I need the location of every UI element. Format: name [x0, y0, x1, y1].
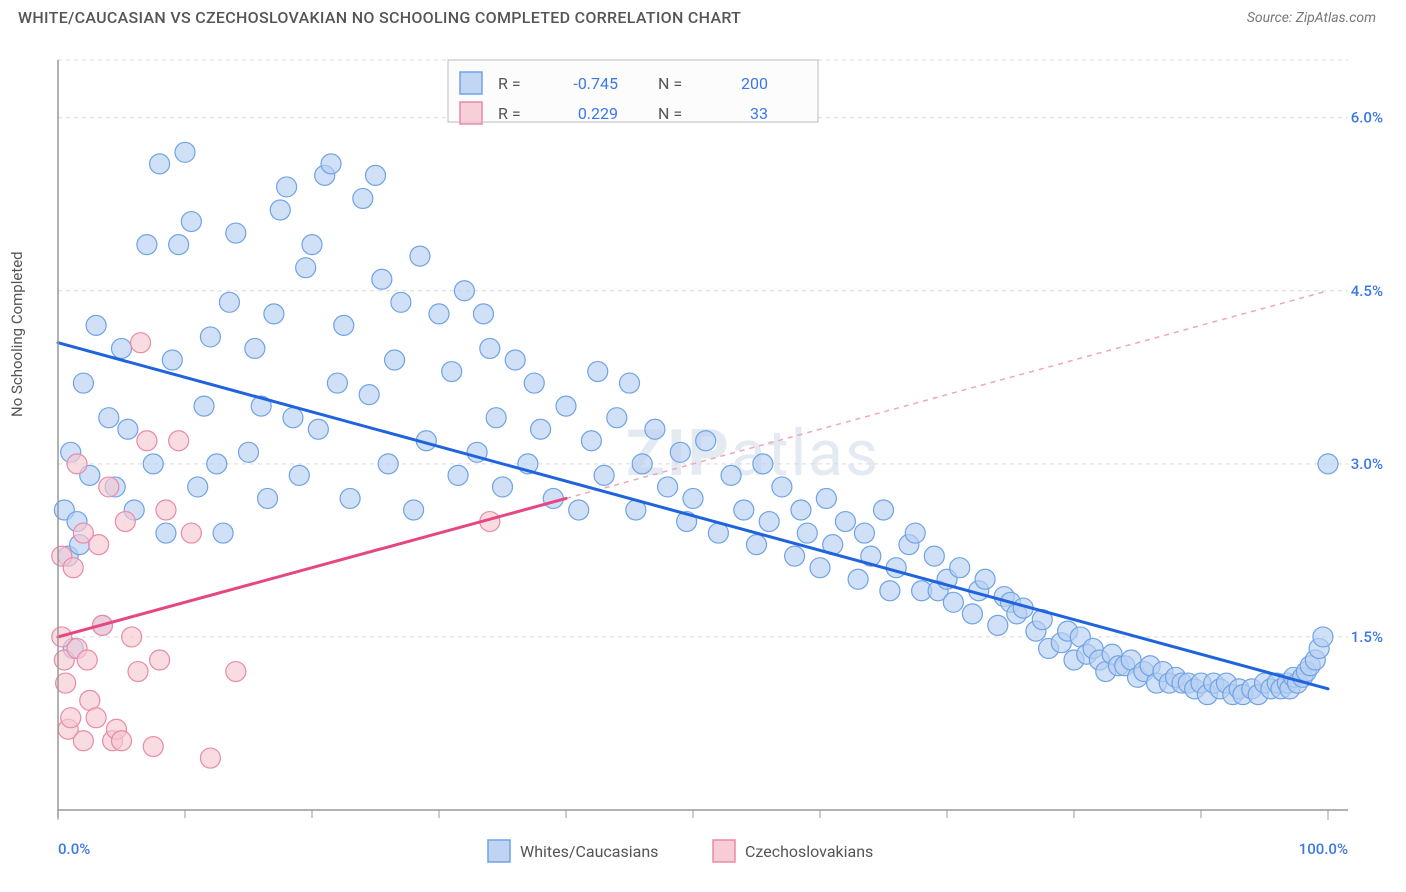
legend-swatch — [713, 840, 735, 862]
x-tick-label: 0.0% — [58, 840, 90, 858]
chart-title: WHITE/CAUCASIAN VS CZECHOSLOVAKIAN NO SC… — [18, 8, 741, 27]
stats-text: 0.229 — [578, 104, 618, 123]
legend-label: Czechoslovakians — [745, 842, 873, 861]
y-axis-label: No Schooling Completed — [8, 251, 26, 417]
x-tick-label: 100.0% — [1299, 840, 1348, 858]
y-tick-label: 3.0% — [1351, 455, 1383, 473]
legend-swatch — [460, 102, 482, 124]
stats-text: -0.745 — [573, 74, 618, 93]
legend-label: Whites/Caucasians — [520, 842, 658, 861]
source-label: Source: ZipAtlas.com — [1247, 10, 1376, 26]
y-tick-label: 6.0% — [1351, 109, 1383, 127]
y-tick-label: 4.5% — [1351, 282, 1383, 300]
legend-swatch — [460, 72, 482, 94]
y-tick-label: 1.5% — [1351, 628, 1383, 646]
correlation-scatter-chart: 1.5%3.0%4.5%6.0%ZIPatlas0.0%100.0%R =-0.… — [18, 40, 1388, 874]
stats-text: N = — [658, 74, 682, 93]
scatter-series — [52, 333, 500, 768]
legend-swatch — [488, 840, 510, 862]
stats-text: 33 — [750, 104, 768, 123]
stats-text: N = — [658, 104, 682, 123]
chart-container: No Schooling Completed 1.5%3.0%4.5%6.0%Z… — [18, 40, 1388, 874]
stats-text: 200 — [741, 74, 768, 93]
stats-text: R = — [498, 74, 521, 93]
stats-text: R = — [498, 104, 521, 123]
